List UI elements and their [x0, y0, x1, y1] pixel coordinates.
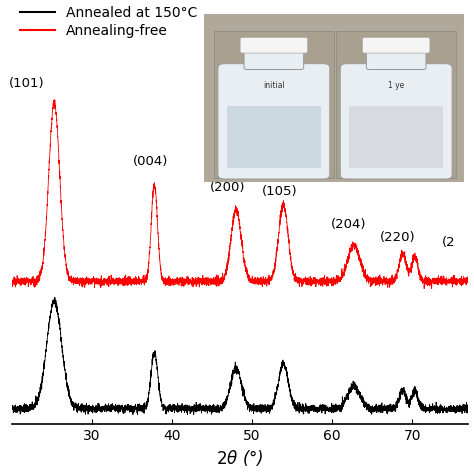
- Text: (004): (004): [133, 155, 168, 168]
- Legend: Annealed at 150°C, Annealing-free: Annealed at 150°C, Annealing-free: [18, 4, 199, 39]
- X-axis label: $2\theta$ (°): $2\theta$ (°): [216, 448, 264, 468]
- Text: (204): (204): [330, 218, 366, 231]
- Text: (200): (200): [210, 182, 246, 194]
- Text: (101): (101): [9, 77, 44, 90]
- Text: (220): (220): [380, 231, 416, 244]
- Text: (105): (105): [262, 185, 298, 198]
- Text: (211): (211): [262, 162, 298, 175]
- Text: (2: (2: [442, 236, 455, 249]
